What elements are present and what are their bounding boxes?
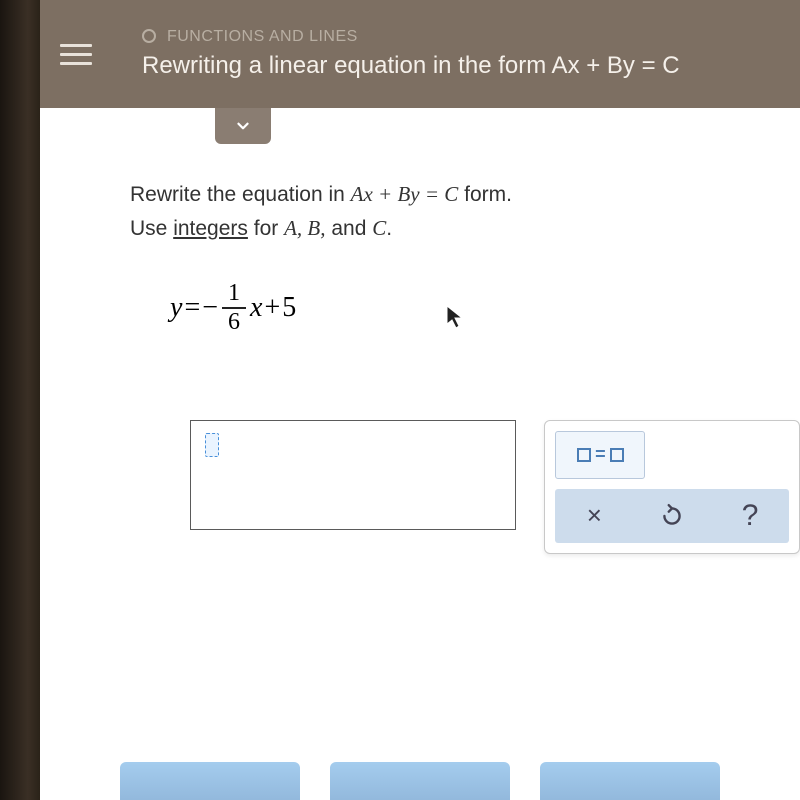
header-bar: FUNCTIONS AND LINES Rewriting a linear e… [40,0,800,108]
input-cursor [205,433,219,457]
vars-ab: A, B, [284,216,325,240]
equation-display: y = − 1 6 x + 5 [170,280,800,335]
text: Use [130,217,173,240]
instruction-line1: Rewrite the equation in Ax + By = C form… [130,178,800,212]
eq-x: x [250,292,262,324]
text: Rewrite the equation in [130,183,351,206]
chevron-down-icon [234,117,252,135]
help-icon: ? [742,499,759,533]
numerator: 1 [222,280,246,308]
help-button[interactable]: ? [711,489,789,543]
question-area: Rewrite the equation in Ax + By = C form… [40,108,800,554]
eq-plus: + [264,292,280,324]
box-icon [610,448,624,462]
photo-bezel-left [0,0,40,800]
instruction-line2: Use integers for A, B, and C. [130,212,800,246]
refresh-icon [142,29,156,43]
text: form. [458,183,512,206]
footer-button-1[interactable] [120,762,300,800]
eq-neg: − [202,292,218,324]
text: . [386,217,392,240]
menu-icon[interactable] [60,38,92,71]
answer-input-box[interactable] [190,420,516,530]
page-title: Rewriting a linear equation in the form … [142,52,680,80]
undo-button[interactable] [633,489,711,543]
breadcrumb-label: FUNCTIONS AND LINES [167,28,358,45]
integers-link[interactable]: integers [173,217,248,240]
content-area: Rewrite the equation in Ax + By = C form… [40,108,800,800]
box-icon [577,448,591,462]
tool-panel: = × [544,420,800,554]
var-c: C [372,216,386,240]
header-text: FUNCTIONS AND LINES Rewriting a linear e… [142,28,680,80]
footer-button-2[interactable] [330,762,510,800]
dropdown-tab[interactable] [215,108,271,144]
equation-template-button[interactable]: = [555,431,645,479]
eq-sign: = [184,292,200,324]
undo-icon [659,503,685,529]
answer-row: = × [190,420,800,554]
times-icon: × [587,500,602,531]
eq-lhs: y [170,292,182,324]
footer-buttons [40,762,800,800]
fraction: 1 6 [222,280,246,335]
times-button[interactable]: × [555,489,633,543]
app-window: FUNCTIONS AND LINES Rewriting a linear e… [40,0,800,800]
text: and [326,217,373,240]
text: for [248,217,284,240]
denominator: 6 [222,309,246,335]
formula-text: Ax + By = C [351,182,459,206]
footer-button-3[interactable] [540,762,720,800]
eq-const: 5 [282,292,296,324]
breadcrumb: FUNCTIONS AND LINES [142,28,680,46]
